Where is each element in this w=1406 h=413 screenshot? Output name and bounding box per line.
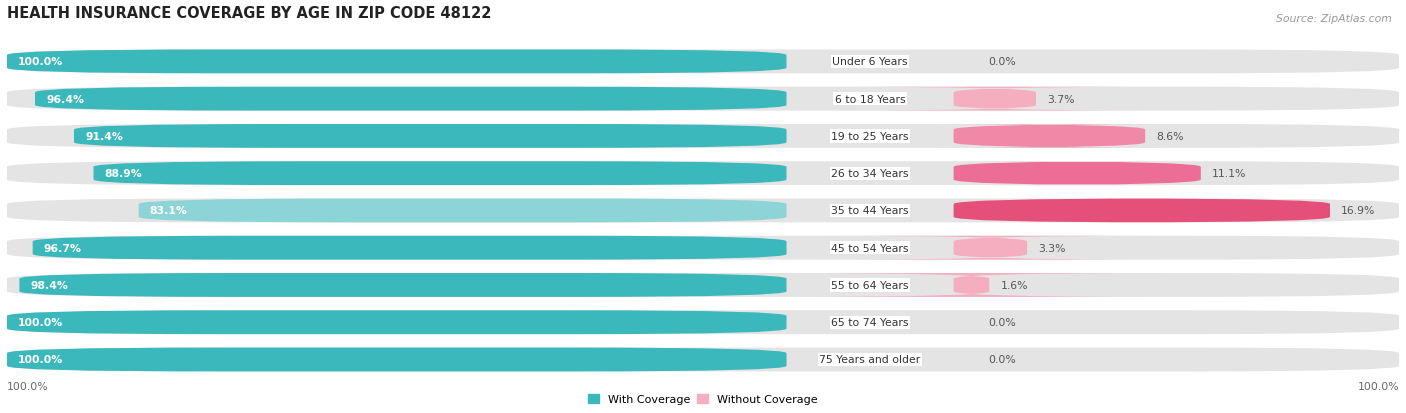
Text: 6 to 18 Years: 6 to 18 Years (835, 95, 905, 104)
Text: 55 to 64 Years: 55 to 64 Years (831, 280, 908, 290)
Text: 100.0%: 100.0% (7, 381, 49, 392)
FancyBboxPatch shape (20, 273, 786, 297)
Text: 96.7%: 96.7% (44, 243, 82, 253)
FancyBboxPatch shape (780, 273, 1163, 297)
Text: Source: ZipAtlas.com: Source: ZipAtlas.com (1277, 14, 1392, 24)
Text: 100.0%: 100.0% (18, 57, 63, 67)
FancyBboxPatch shape (139, 199, 786, 223)
FancyBboxPatch shape (7, 273, 1399, 297)
Text: 75 Years and older: 75 Years and older (820, 355, 921, 365)
FancyBboxPatch shape (7, 88, 1399, 111)
Text: 1.6%: 1.6% (1000, 280, 1028, 290)
FancyBboxPatch shape (7, 50, 786, 74)
Text: 100.0%: 100.0% (1357, 381, 1399, 392)
Text: 26 to 34 Years: 26 to 34 Years (831, 169, 908, 179)
Text: 100.0%: 100.0% (18, 318, 63, 328)
Text: 98.4%: 98.4% (31, 280, 69, 290)
FancyBboxPatch shape (7, 236, 1399, 260)
Text: 3.3%: 3.3% (1038, 243, 1066, 253)
FancyBboxPatch shape (7, 125, 1399, 148)
Text: 0.0%: 0.0% (988, 318, 1017, 328)
FancyBboxPatch shape (7, 348, 1399, 372)
Text: 96.4%: 96.4% (46, 95, 84, 104)
Text: 0.0%: 0.0% (988, 57, 1017, 67)
FancyBboxPatch shape (827, 88, 1163, 111)
Text: 3.7%: 3.7% (1047, 95, 1074, 104)
FancyBboxPatch shape (7, 162, 1399, 186)
Legend: With Coverage, Without Coverage: With Coverage, Without Coverage (583, 390, 823, 409)
Text: 83.1%: 83.1% (150, 206, 188, 216)
Text: 45 to 54 Years: 45 to 54 Years (831, 243, 908, 253)
FancyBboxPatch shape (7, 199, 1399, 223)
FancyBboxPatch shape (7, 50, 1399, 74)
Text: 19 to 25 Years: 19 to 25 Years (831, 132, 908, 142)
FancyBboxPatch shape (953, 199, 1330, 223)
Text: 88.9%: 88.9% (104, 169, 142, 179)
FancyBboxPatch shape (936, 125, 1163, 148)
FancyBboxPatch shape (953, 162, 1201, 186)
Text: 0.0%: 0.0% (988, 355, 1017, 365)
Text: 11.1%: 11.1% (1212, 169, 1246, 179)
FancyBboxPatch shape (93, 162, 786, 186)
FancyBboxPatch shape (75, 125, 786, 148)
Text: HEALTH INSURANCE COVERAGE BY AGE IN ZIP CODE 48122: HEALTH INSURANCE COVERAGE BY AGE IN ZIP … (7, 6, 491, 21)
FancyBboxPatch shape (32, 236, 786, 260)
Text: 65 to 74 Years: 65 to 74 Years (831, 318, 908, 328)
Text: 35 to 44 Years: 35 to 44 Years (831, 206, 908, 216)
FancyBboxPatch shape (7, 348, 786, 372)
Text: 100.0%: 100.0% (18, 355, 63, 365)
Text: 91.4%: 91.4% (86, 132, 122, 142)
FancyBboxPatch shape (7, 311, 786, 335)
FancyBboxPatch shape (7, 311, 1399, 335)
Text: Under 6 Years: Under 6 Years (832, 57, 908, 67)
FancyBboxPatch shape (35, 88, 786, 111)
FancyBboxPatch shape (818, 236, 1163, 260)
Text: 16.9%: 16.9% (1341, 206, 1375, 216)
Text: 8.6%: 8.6% (1156, 132, 1184, 142)
